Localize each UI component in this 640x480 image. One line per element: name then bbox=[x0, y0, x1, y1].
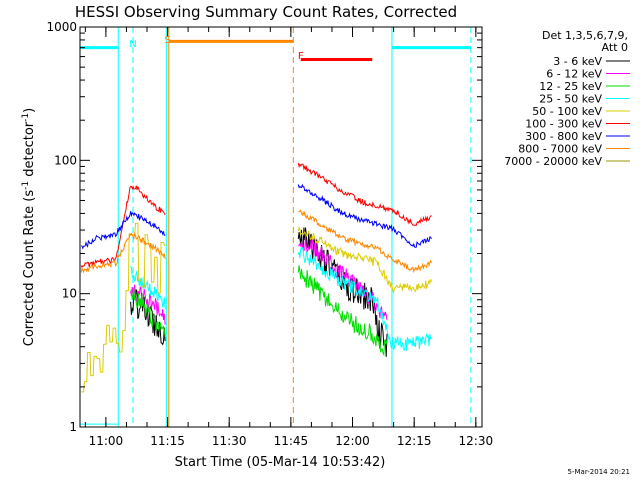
x-tick-label: 11:45 bbox=[274, 434, 309, 448]
flag-bars bbox=[80, 39, 471, 425]
plot-frame bbox=[79, 26, 483, 428]
legend-header-line1: Det 1,3,5,6,7,9, bbox=[542, 29, 628, 42]
flag-lines bbox=[117, 27, 472, 427]
chart-title: HESSI Observing Summary Count Rates, Cor… bbox=[75, 3, 457, 21]
y-tick-label: 100 bbox=[54, 153, 77, 167]
series-300-800-kev-seg-1 bbox=[297, 183, 432, 248]
series-25-50-kev-seg-1 bbox=[297, 246, 432, 352]
flag-label-F: F bbox=[298, 51, 304, 62]
series-50-100-kev-seg-1 bbox=[297, 225, 432, 295]
series-25-50-kev-seg-0 bbox=[130, 265, 166, 310]
series-800-7000-kev-seg-0 bbox=[80, 231, 166, 274]
series-50-100-kev-seg-0 bbox=[81, 222, 166, 393]
series-300-800-kev-seg-0 bbox=[80, 211, 166, 250]
x-tick-label: 12:15 bbox=[397, 434, 432, 448]
y-tick-label: 1 bbox=[69, 420, 77, 434]
y-tick-label: 10 bbox=[62, 287, 77, 301]
x-tick-label: 12:00 bbox=[335, 434, 370, 448]
y-axis-label: Corrected Count Rate (s-1 detector-1) bbox=[21, 108, 37, 346]
legend-label: 800 - 7000 keV bbox=[518, 143, 602, 156]
footer-timestamp: 5-Mar-2014 20:21 bbox=[568, 468, 630, 476]
legend-label: 300 - 800 keV bbox=[525, 130, 602, 143]
series-12-25-kev-seg-0 bbox=[130, 287, 166, 337]
flag-label-S: S bbox=[164, 35, 170, 46]
series-lines bbox=[80, 162, 432, 393]
legend-label: 6 - 12 keV bbox=[546, 68, 602, 81]
x-axis: 11:00 11:15 11:30 11:45 12:00 12:15 12:30 bbox=[84, 27, 494, 448]
x-tick-label: 11:30 bbox=[212, 434, 247, 448]
y-tick-label: 1000 bbox=[46, 20, 77, 34]
x-tick-label: 12:30 bbox=[459, 434, 494, 448]
series-3-6-kev-seg-0 bbox=[130, 288, 166, 346]
legend-header-line2: Att 0 bbox=[602, 41, 628, 54]
flag-label-N: N bbox=[129, 39, 136, 50]
x-axis-label: Start Time (05-Mar-14 10:53:42) bbox=[175, 455, 386, 470]
series-100-300-kev-seg-0 bbox=[80, 185, 166, 269]
series-100-300-kev-seg-1 bbox=[297, 162, 432, 227]
legend-label: 25 - 50 keV bbox=[539, 93, 602, 106]
legend-label: 100 - 300 keV bbox=[525, 118, 602, 131]
legend-label: 12 - 25 keV bbox=[539, 80, 602, 93]
y-axis: 1 10 100 1000 bbox=[46, 20, 482, 434]
series-12-25-kev-seg-1 bbox=[297, 265, 388, 357]
flag-labels: N S F bbox=[129, 35, 304, 62]
x-tick-label: 11:00 bbox=[89, 434, 124, 448]
x-tick-label: 11:15 bbox=[150, 434, 185, 448]
legend-label: 7000 - 20000 keV bbox=[504, 155, 602, 168]
series-800-7000-kev-seg-1 bbox=[298, 209, 432, 274]
legend-label: 50 - 100 keV bbox=[532, 105, 602, 118]
legend-label: 3 - 6 keV bbox=[553, 55, 602, 68]
